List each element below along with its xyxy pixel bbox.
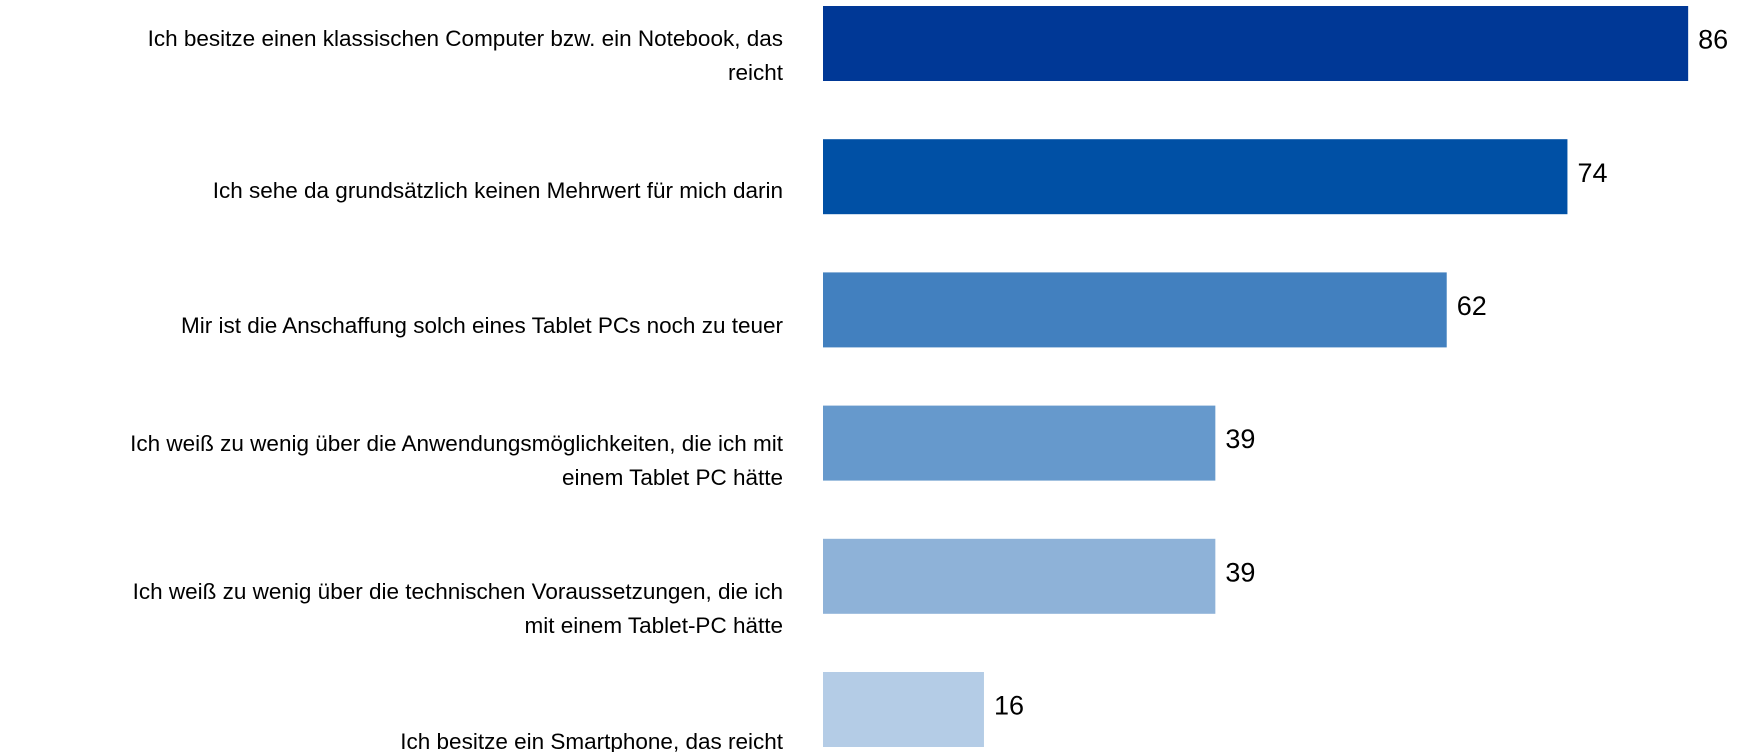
bar <box>823 6 1689 81</box>
bar <box>823 272 1447 348</box>
category-label: Ich weiß zu wenig über die Anwendungsmög… <box>130 431 783 491</box>
category-label: Mir ist die Anschaffung solch eines Tabl… <box>180 312 783 338</box>
value-label: 16 <box>994 691 1024 721</box>
category-label: Ich besitze ein Smartphone, das reicht <box>400 728 783 752</box>
bar <box>823 672 984 747</box>
bar <box>823 405 1216 481</box>
bar <box>823 538 1216 614</box>
bar <box>823 139 1568 215</box>
value-label: 62 <box>1457 291 1487 321</box>
category-label: Ich besitze einen klassischen Computer b… <box>147 25 783 85</box>
category-label: Ich weiß zu wenig über die technischen V… <box>132 579 783 639</box>
value-label: 86 <box>1698 25 1728 55</box>
value-label: 39 <box>1225 557 1255 587</box>
value-label: 39 <box>1225 424 1255 454</box>
value-label: 74 <box>1577 158 1607 188</box>
category-label: Ich sehe da grundsätzlich keinen Mehrwer… <box>212 177 783 203</box>
